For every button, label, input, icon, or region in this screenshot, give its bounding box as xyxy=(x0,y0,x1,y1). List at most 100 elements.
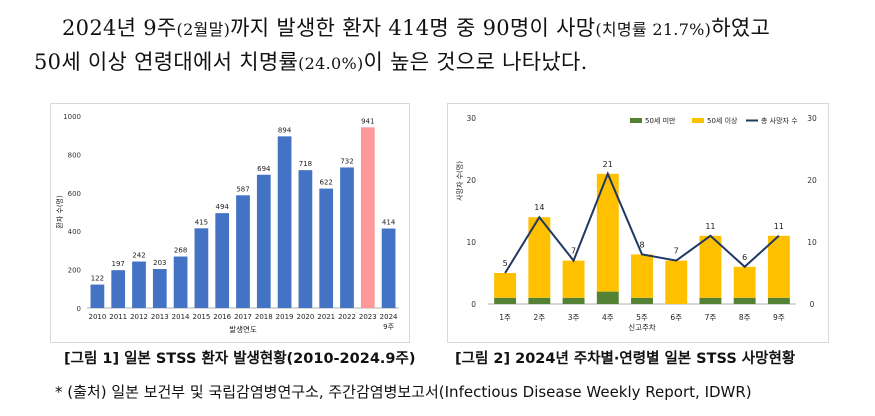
bar xyxy=(111,270,126,308)
x-tick-label: 9주 xyxy=(773,313,785,322)
y-tick-label-right: 30 xyxy=(807,114,817,123)
data-label: 894 xyxy=(278,126,292,134)
y-tick-label-right: 10 xyxy=(807,238,817,247)
bar-under-50 xyxy=(528,297,551,304)
legend-swatch-under-50 xyxy=(630,118,642,123)
data-label: 122 xyxy=(91,275,104,283)
y-tick-label-left: 10 xyxy=(466,238,476,247)
bar xyxy=(152,269,167,308)
x-tick-label: 4주 xyxy=(602,313,614,322)
bar xyxy=(381,228,396,308)
x-tick-label: 2022 xyxy=(338,313,356,321)
data-label: 7 xyxy=(571,247,576,256)
data-label: 587 xyxy=(236,185,249,193)
x-tick-label: 2021 xyxy=(317,313,335,321)
data-label: 694 xyxy=(257,165,271,173)
data-label: 718 xyxy=(299,160,312,168)
x-tick-label: 2024 xyxy=(380,313,398,321)
figure-caption-1: [그림 1] 일본 STSS 환자 발생현황(2010-2024.9주) xyxy=(64,351,416,367)
data-label: 7 xyxy=(674,247,679,256)
x-tick-label: 2014 xyxy=(172,313,190,321)
data-label: 14 xyxy=(534,203,544,212)
bar-under-50 xyxy=(767,297,790,304)
bar-over-50 xyxy=(699,235,722,298)
paragraph-line-1: 2024년 9주(2월말)까지 발생한 환자 414명 중 90명이 사망(치명… xyxy=(62,16,771,40)
x-axis-title: 발생연도 xyxy=(229,324,257,334)
x-tick-label: 8주 xyxy=(739,313,751,322)
data-label: 941 xyxy=(361,117,374,125)
data-label: 6 xyxy=(742,253,747,262)
source-note: * (출처) 일본 보건부 및 국립감염병연구소, 주간감염병보고서(Infec… xyxy=(55,383,752,401)
bar-over-50 xyxy=(631,254,653,298)
data-label: 622 xyxy=(320,179,333,187)
bar xyxy=(340,167,354,308)
data-label: 11 xyxy=(705,222,715,231)
bar-over-50 xyxy=(665,260,688,304)
y-tick-label: 600 xyxy=(68,190,81,198)
x-tick-label: 2013 xyxy=(151,313,169,321)
legend-label-over-50: 50세 이상 xyxy=(707,116,738,125)
bar xyxy=(215,213,230,308)
data-label: 268 xyxy=(174,247,187,255)
bar-over-50 xyxy=(494,273,517,298)
x-tick-label: 2주 xyxy=(533,313,545,322)
x-tick-label: 3주 xyxy=(568,313,580,322)
bar xyxy=(298,170,313,308)
x-axis-title: 신고주차 xyxy=(628,323,656,332)
y-axis-title: 환자 수(명) xyxy=(55,195,64,229)
bar xyxy=(173,256,188,308)
x-tick-label: 2020 xyxy=(296,313,314,321)
data-label: 203 xyxy=(153,259,166,267)
data-label: 11 xyxy=(774,222,784,231)
bar-under-50 xyxy=(494,297,517,304)
data-label: 197 xyxy=(112,260,125,268)
data-label: 8 xyxy=(639,240,644,249)
bar-under-50 xyxy=(699,297,722,304)
legend-swatch-over-50 xyxy=(692,118,704,123)
x-tick-label: 7주 xyxy=(705,313,717,322)
x-tick-label: 2023 xyxy=(359,313,377,321)
bar-over-50 xyxy=(562,260,585,298)
y-tick-label: 800 xyxy=(68,151,81,159)
y-tick-label: 0 xyxy=(77,305,81,313)
x-tick-label: 9주 xyxy=(383,323,394,331)
data-label: 414 xyxy=(382,219,396,227)
y-tick-label: 200 xyxy=(68,267,81,275)
figure-caption-2: [그림 2] 2024년 주차별·연령별 일본 STSS 사망현황 xyxy=(455,351,796,367)
x-tick-label: 2012 xyxy=(130,313,148,321)
x-tick-label: 5주 xyxy=(636,313,648,322)
x-tick-label: 2018 xyxy=(255,313,273,321)
chart-panel-cases: 0 200 400 600 800 1000 122 2010 197 2011 242 2012 20… xyxy=(50,103,410,343)
paragraph-line-2: 50세 이상 연령대에서 치명률(24.0%)이 높은 것으로 나타났다. xyxy=(34,50,588,74)
bar-over-50 xyxy=(733,266,756,298)
cases-bar-chart: 0200400600800100012220101972011242201220… xyxy=(55,113,399,334)
x-tick-label: 2017 xyxy=(234,313,252,321)
bar xyxy=(256,174,271,308)
data-label: 242 xyxy=(132,252,145,260)
bar-under-50 xyxy=(733,297,756,304)
y-tick-label-left: 30 xyxy=(466,114,476,123)
bar xyxy=(360,127,375,308)
x-tick-label: 1주 xyxy=(499,313,511,322)
x-tick-label: 2011 xyxy=(109,313,127,321)
bar-over-50 xyxy=(528,217,551,298)
chart-panel-deaths: 0 0 10 10 20 20 30 30 1주 2주 3주 4주 5주 6주 7주 8주 9주 5 14 7 21 8 7… xyxy=(447,103,829,343)
data-label: 415 xyxy=(195,218,208,226)
data-label: 494 xyxy=(216,203,230,211)
bar xyxy=(90,284,105,308)
bar xyxy=(319,188,334,308)
deaths-stacked-chart: 0 0 10 10 20 20 30 30 1주 2주 3주 4주 5주 6주 7주 8주 9주 5 14 7 21 8 7… xyxy=(455,114,817,332)
y-tick-label: 400 xyxy=(68,228,81,236)
legend-label-total: 총 사망자 수 xyxy=(761,116,798,125)
y-tick-label: 1000 xyxy=(63,113,81,121)
bar xyxy=(132,261,146,308)
bar-over-50 xyxy=(596,173,619,292)
x-tick-label: 6주 xyxy=(670,313,682,322)
x-tick-label: 2010 xyxy=(88,313,106,321)
y-tick-label-right: 20 xyxy=(807,176,817,185)
y-axis-title: 사망자 수(명) xyxy=(455,161,464,201)
bar-under-50 xyxy=(631,297,653,304)
x-tick-label: 2019 xyxy=(276,313,294,321)
legend-label-under-50: 50세 미만 xyxy=(645,116,676,125)
bar-under-50 xyxy=(562,297,585,304)
